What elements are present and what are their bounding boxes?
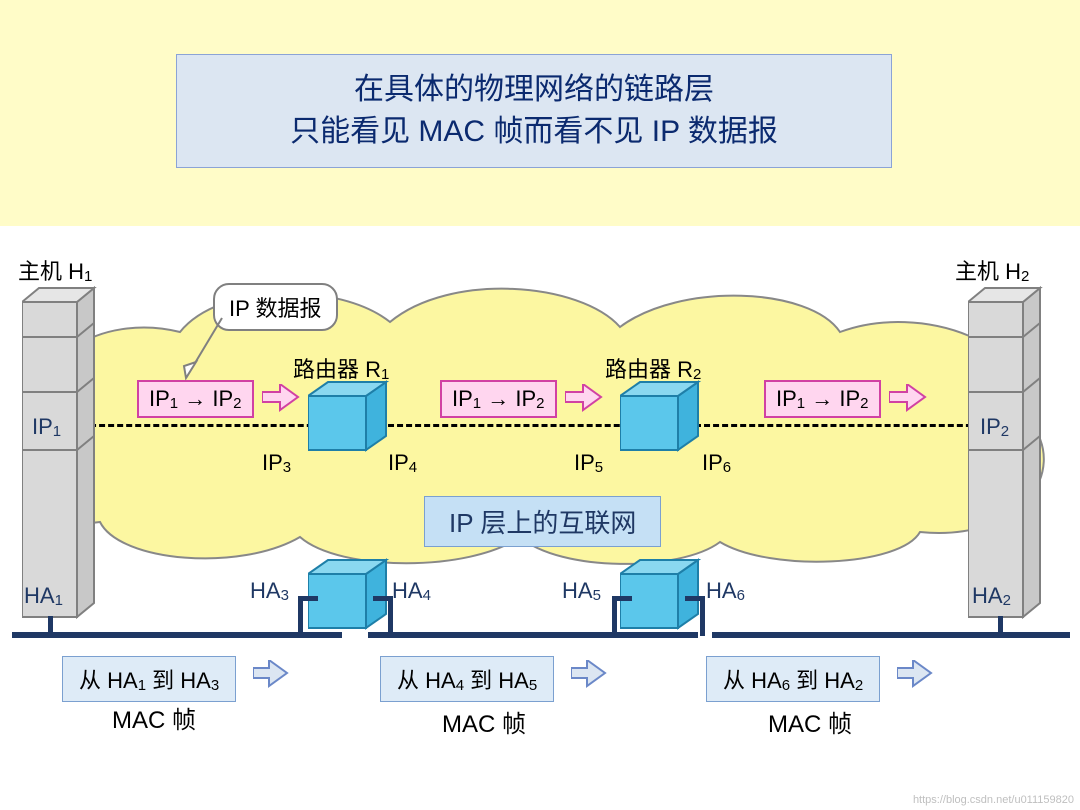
arrow-after-packet-3 bbox=[889, 384, 927, 412]
ha1-label: HA1 bbox=[24, 583, 63, 609]
ip-datagram-callout: IP 数据报 bbox=[213, 283, 338, 331]
r1-right-h bbox=[373, 596, 393, 601]
router1-label: 路由器 R1 bbox=[293, 352, 389, 384]
arrow-after-packet-1 bbox=[262, 384, 300, 412]
host1-label: 主机 H1 bbox=[18, 254, 92, 286]
drop-r2-right bbox=[700, 596, 705, 636]
ip1-label: IP1 bbox=[32, 414, 61, 440]
router2-cube-top bbox=[620, 378, 710, 458]
dashed-ip-line bbox=[72, 424, 1008, 427]
router2-label: 路由器 R2 bbox=[605, 352, 701, 384]
host2-3d bbox=[968, 282, 1058, 630]
drop-r1-left bbox=[298, 596, 303, 636]
mac-arrow-3 bbox=[897, 660, 933, 688]
ip-packet-3: IP1 → IP2 bbox=[764, 380, 881, 418]
ip-internet-box: IP 层上的互联网 bbox=[424, 496, 661, 547]
ip2-label: IP2 bbox=[980, 414, 1009, 440]
mac-frame-box-3: 从 HA6 到 HA2 bbox=[706, 656, 880, 702]
watermark: https://blog.csdn.net/u011159820 bbox=[913, 794, 1074, 806]
lan-line-3 bbox=[712, 632, 1070, 638]
title-line2: 只能看见 MAC 帧而看不见 IP 数据报 bbox=[201, 111, 867, 153]
mac-caption-2: MAC 帧 bbox=[442, 704, 526, 739]
r2-left-h bbox=[612, 596, 632, 601]
ip-packet-2: IP1 → IP2 bbox=[440, 380, 557, 418]
lan-line-2 bbox=[368, 632, 698, 638]
drop-r1-right bbox=[388, 596, 393, 636]
ip4-label: IP4 bbox=[388, 450, 417, 476]
host2-label: 主机 H2 bbox=[955, 254, 1029, 286]
mac-caption-1: MAC 帧 bbox=[112, 700, 196, 735]
mac-frame-box-1: 从 HA1 到 HA3 bbox=[62, 656, 236, 702]
mac-caption-3: MAC 帧 bbox=[768, 704, 852, 739]
ip3-label: IP3 bbox=[262, 450, 291, 476]
drop-r2-left bbox=[612, 596, 617, 636]
router1-cube-top bbox=[308, 378, 398, 458]
ha2-label: HA2 bbox=[972, 583, 1011, 609]
title-box: 在具体的物理网络的链路层 只能看见 MAC 帧而看不见 IP 数据报 bbox=[176, 54, 892, 168]
ip6-label: IP6 bbox=[702, 450, 731, 476]
mac-arrow-1 bbox=[253, 660, 289, 688]
ip-packet-1: IP1 → IP2 bbox=[137, 380, 254, 418]
lan-line-1 bbox=[12, 632, 342, 638]
drop-h1 bbox=[48, 616, 53, 636]
ha4-label: HA4 bbox=[392, 578, 431, 604]
title-line1: 在具体的物理网络的链路层 bbox=[201, 69, 867, 111]
ip5-label: IP5 bbox=[574, 450, 603, 476]
callout-tail-icon bbox=[182, 314, 226, 382]
drop-h2 bbox=[998, 616, 1003, 636]
mac-frame-box-2: 从 HA4 到 HA5 bbox=[380, 656, 554, 702]
arrow-after-packet-2 bbox=[565, 384, 603, 412]
diagram-canvas: 在具体的物理网络的链路层 只能看见 MAC 帧而看不见 IP 数据报 主机 H1… bbox=[0, 0, 1080, 810]
ha6-label: HA6 bbox=[706, 578, 745, 604]
ha3-label: HA3 bbox=[250, 578, 289, 604]
r2-right-h bbox=[685, 596, 705, 601]
ha5-label: HA5 bbox=[562, 578, 601, 604]
mac-arrow-2 bbox=[571, 660, 607, 688]
host1-3d bbox=[22, 282, 112, 630]
r1-left-h bbox=[298, 596, 318, 601]
